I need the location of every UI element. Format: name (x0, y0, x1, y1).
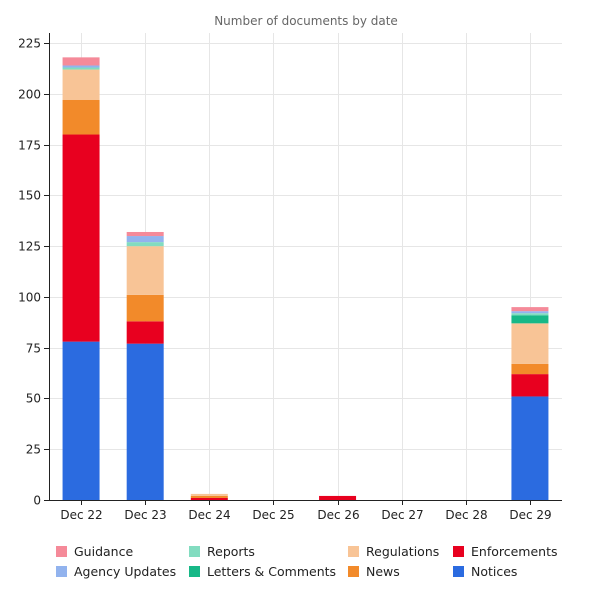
y-tick-label: 25 (26, 443, 41, 457)
bar-segment-regulations[interactable]: Dec 29 — Regulations: 20 (511, 323, 549, 364)
legend-label: Enforcements (471, 544, 558, 559)
bar-segment-enforcements[interactable]: Dec 24 — Enforcements: 1 (190, 497, 228, 500)
y-tick-label: 75 (26, 342, 41, 356)
legend-swatch (189, 566, 200, 577)
x-tick-label: Dec 24 (188, 508, 230, 522)
bar-segment-news[interactable]: Dec 24 — News: 1 (190, 495, 228, 498)
bar-segment-news[interactable]: Dec 22 — News: 17 (62, 100, 100, 135)
legend: Guidance Reports Regulations Enforcements Ag… (56, 544, 576, 588)
chart-title: Number of documents by date (214, 14, 398, 28)
x-tick-label: Dec 27 (381, 508, 423, 522)
x-tick-label: Dec 29 (509, 508, 551, 522)
bar-segment-agency-updates[interactable]: Dec 29 — Agency Updates: 1 (511, 311, 549, 314)
bar-segment-notices[interactable]: Dec 22 — Notices: 78 (62, 341, 100, 500)
bar-segment-agency-updates[interactable]: Dec 23 — Agency Updates: 3 (126, 236, 164, 243)
bar-segment-notices[interactable]: Dec 23 — Notices: 77 (126, 343, 164, 500)
legend-swatch (453, 566, 464, 577)
bar-segment-enforcements[interactable]: Dec 22 — Enforcements: 102 (62, 134, 100, 342)
legend-item[interactable]: Agency Updates (56, 564, 176, 579)
bar-segment-reports[interactable]: Dec 29 — Reports: 1 (511, 313, 549, 316)
y-tick-label: 225 (18, 37, 41, 51)
x-tick-label: Dec 25 (252, 508, 294, 522)
legend-item[interactable]: Notices (453, 564, 517, 579)
bar-segment-regulations[interactable]: Dec 22 — Regulations: 15 (62, 69, 100, 101)
bar-segment-regulations[interactable]: Dec 24 — Regulations: 1 (190, 493, 228, 496)
y-tick-label: 200 (18, 88, 41, 102)
bar-segment-enforcements[interactable]: Dec 23 — Enforcements: 11 (126, 321, 164, 344)
bar-segment-guidance[interactable]: Dec 29 — Guidance: 2 (511, 307, 549, 312)
legend-label: Guidance (74, 544, 134, 559)
bar-segment-enforcements[interactable]: Dec 26 — Enforcements: 2 (319, 495, 357, 500)
legend-label: Regulations (366, 544, 440, 559)
bar-segment-reports[interactable]: Dec 23 — Reports: 2 (126, 242, 164, 247)
bar-layer: Dec 22 — Notices: 78Dec 22 — Enforcement… (62, 57, 549, 500)
bar-segment-regulations[interactable]: Dec 23 — Regulations: 24 (126, 246, 164, 295)
bar-segment-letters-comments[interactable]: Dec 29 — Letters & Comments: 4 (511, 315, 549, 324)
legend-item[interactable]: Guidance (56, 544, 133, 559)
legend-item[interactable]: Enforcements (453, 544, 558, 559)
x-tick-label: Dec 22 (60, 508, 102, 522)
grid-layer (49, 33, 562, 500)
legend-swatch (189, 546, 200, 557)
legend-item[interactable]: News (348, 564, 400, 579)
y-tick-label: 0 (33, 494, 41, 508)
legend-item[interactable]: Reports (189, 544, 255, 559)
bar-segment-news[interactable]: Dec 29 — News: 5 (511, 363, 549, 375)
bar-segment-news[interactable]: Dec 23 — News: 13 (126, 294, 164, 322)
legend-swatch (56, 566, 67, 577)
legend-label: Letters & Comments (207, 564, 337, 579)
x-tick-label: Dec 23 (124, 508, 166, 522)
bar-segment-enforcements[interactable]: Dec 29 — Enforcements: 11 (511, 374, 549, 397)
legend-item[interactable]: Letters & Comments (189, 564, 336, 579)
bar-segment-agency-updates[interactable]: Dec 22 — Agency Updates: 1 (62, 65, 100, 68)
legend-label: Agency Updates (74, 564, 177, 579)
bar-segment-notices[interactable]: Dec 29 — Notices: 51 (511, 396, 549, 500)
legend-swatch (56, 546, 67, 557)
legend-label: Notices (471, 564, 518, 579)
legend-item[interactable]: Regulations (348, 544, 439, 559)
bar-segment-guidance[interactable]: Dec 23 — Guidance: 2 (126, 231, 164, 237)
legend-label: News (366, 564, 400, 579)
legend-label: Reports (207, 544, 255, 559)
legend-swatch (348, 546, 359, 557)
x-tick-label: Dec 28 (445, 508, 487, 522)
y-tick-label: 175 (18, 139, 41, 153)
legend-swatch (348, 566, 359, 577)
bar-segment-guidance[interactable]: Dec 22 — Guidance: 4 (62, 57, 100, 66)
x-tick-label: Dec 26 (317, 508, 359, 522)
y-tick-label: 100 (18, 291, 41, 305)
y-tick-label: 150 (18, 189, 41, 203)
y-tick-label: 125 (18, 240, 41, 254)
legend-swatch (453, 546, 464, 557)
axis-layer: 0 25 50 75 100 125 150 175 200 225 Dec 22 Dec 23 Dec… (18, 33, 562, 522)
bar-segment-reports[interactable]: Dec 22 — Reports: 1 (62, 67, 100, 70)
y-tick-label: 50 (26, 392, 41, 406)
